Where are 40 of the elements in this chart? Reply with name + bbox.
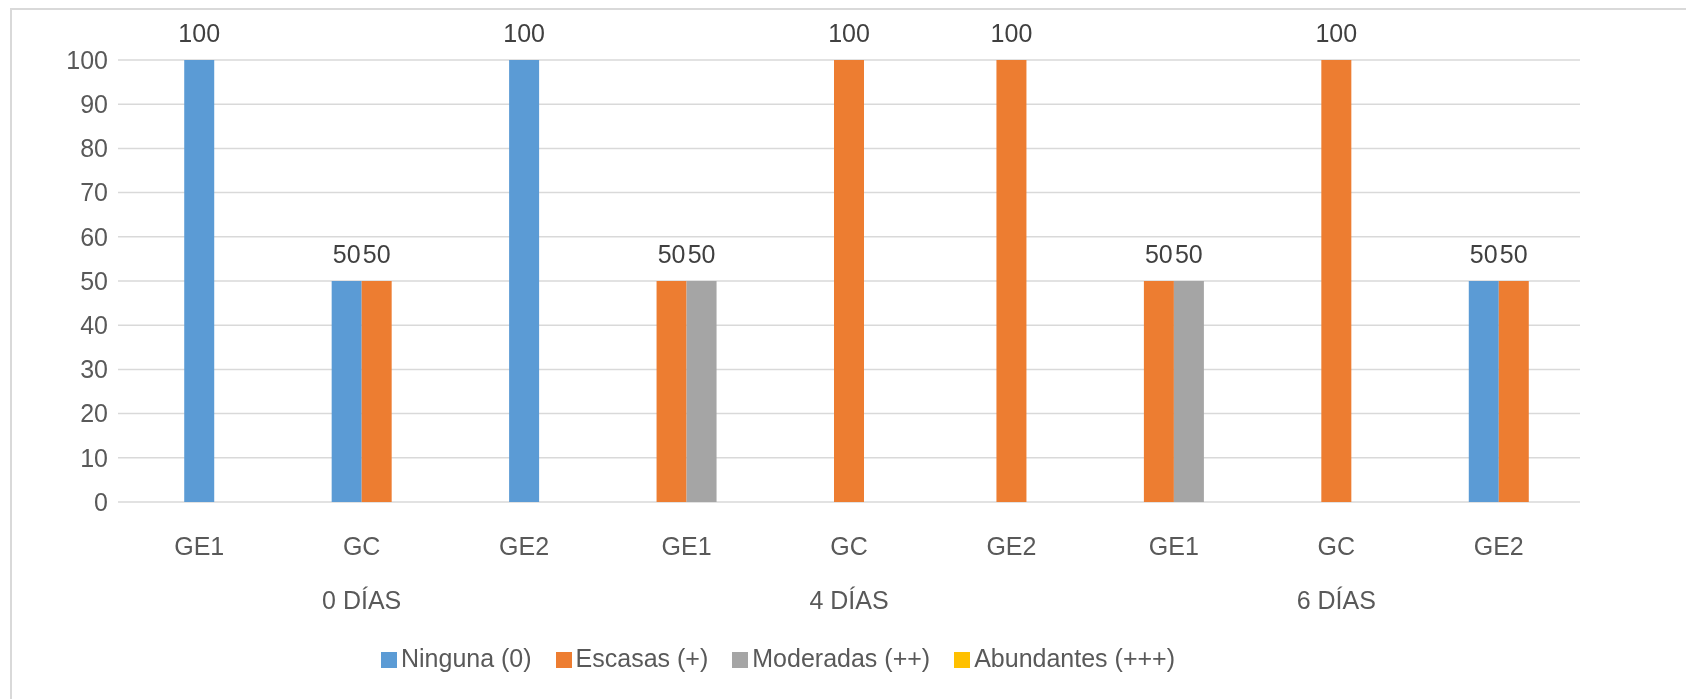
x-tick-label: GE2 <box>499 532 550 560</box>
y-tick-label: 90 <box>80 90 108 119</box>
data-label: 50 <box>1499 240 1528 268</box>
text: 4 DÍAS <box>809 586 889 614</box>
legend-label: Moderadas (++) <box>752 644 931 672</box>
legend-label: Ninguna (0) <box>400 644 532 672</box>
x-tick-label: GE2 <box>986 532 1037 560</box>
text: 6 DÍAS <box>1296 586 1376 614</box>
y-tick-label: 10 <box>80 443 108 472</box>
x-tick-label: GE1 <box>661 532 712 560</box>
x-tick-label: GC <box>830 532 868 560</box>
y-tick-label: 100 <box>66 45 108 74</box>
data-label: 50 <box>1174 240 1203 268</box>
text: 0 DÍAS <box>322 586 402 614</box>
data-label: 100 <box>1315 19 1358 47</box>
y-tick-label: 80 <box>80 134 108 163</box>
y-tick-label: 20 <box>80 399 108 428</box>
x-tick-label: GE1 <box>174 532 225 560</box>
y-tick-label: 50 <box>80 266 108 295</box>
data-label: 50 <box>362 240 391 268</box>
data-label: 50 <box>687 240 716 268</box>
x-tick-label: GC <box>1317 532 1356 560</box>
y-tick-label: 30 <box>80 355 108 384</box>
y-tick-label: 0 <box>94 487 108 516</box>
data-label: 100 <box>178 19 221 47</box>
data-label: 50 <box>1469 240 1498 268</box>
y-tick-label: 40 <box>80 311 108 340</box>
data-label: 100 <box>990 19 1033 47</box>
x-tick-label: GC <box>342 532 381 560</box>
data-label: 50 <box>657 240 686 268</box>
data-label: 50 <box>332 240 361 268</box>
y-tick-label: 60 <box>80 222 108 251</box>
x-tick-label: GE2 <box>1473 532 1524 560</box>
data-label: 50 <box>1144 240 1173 268</box>
legend-label: Escasas (+) <box>575 644 709 672</box>
x-tick-label: GE1 <box>1148 532 1199 560</box>
data-label: 100 <box>828 19 870 47</box>
legend-label: Abundantes (+++) <box>974 644 1176 672</box>
y-tick-label: 70 <box>80 178 108 207</box>
data-label: 100 <box>503 19 545 47</box>
